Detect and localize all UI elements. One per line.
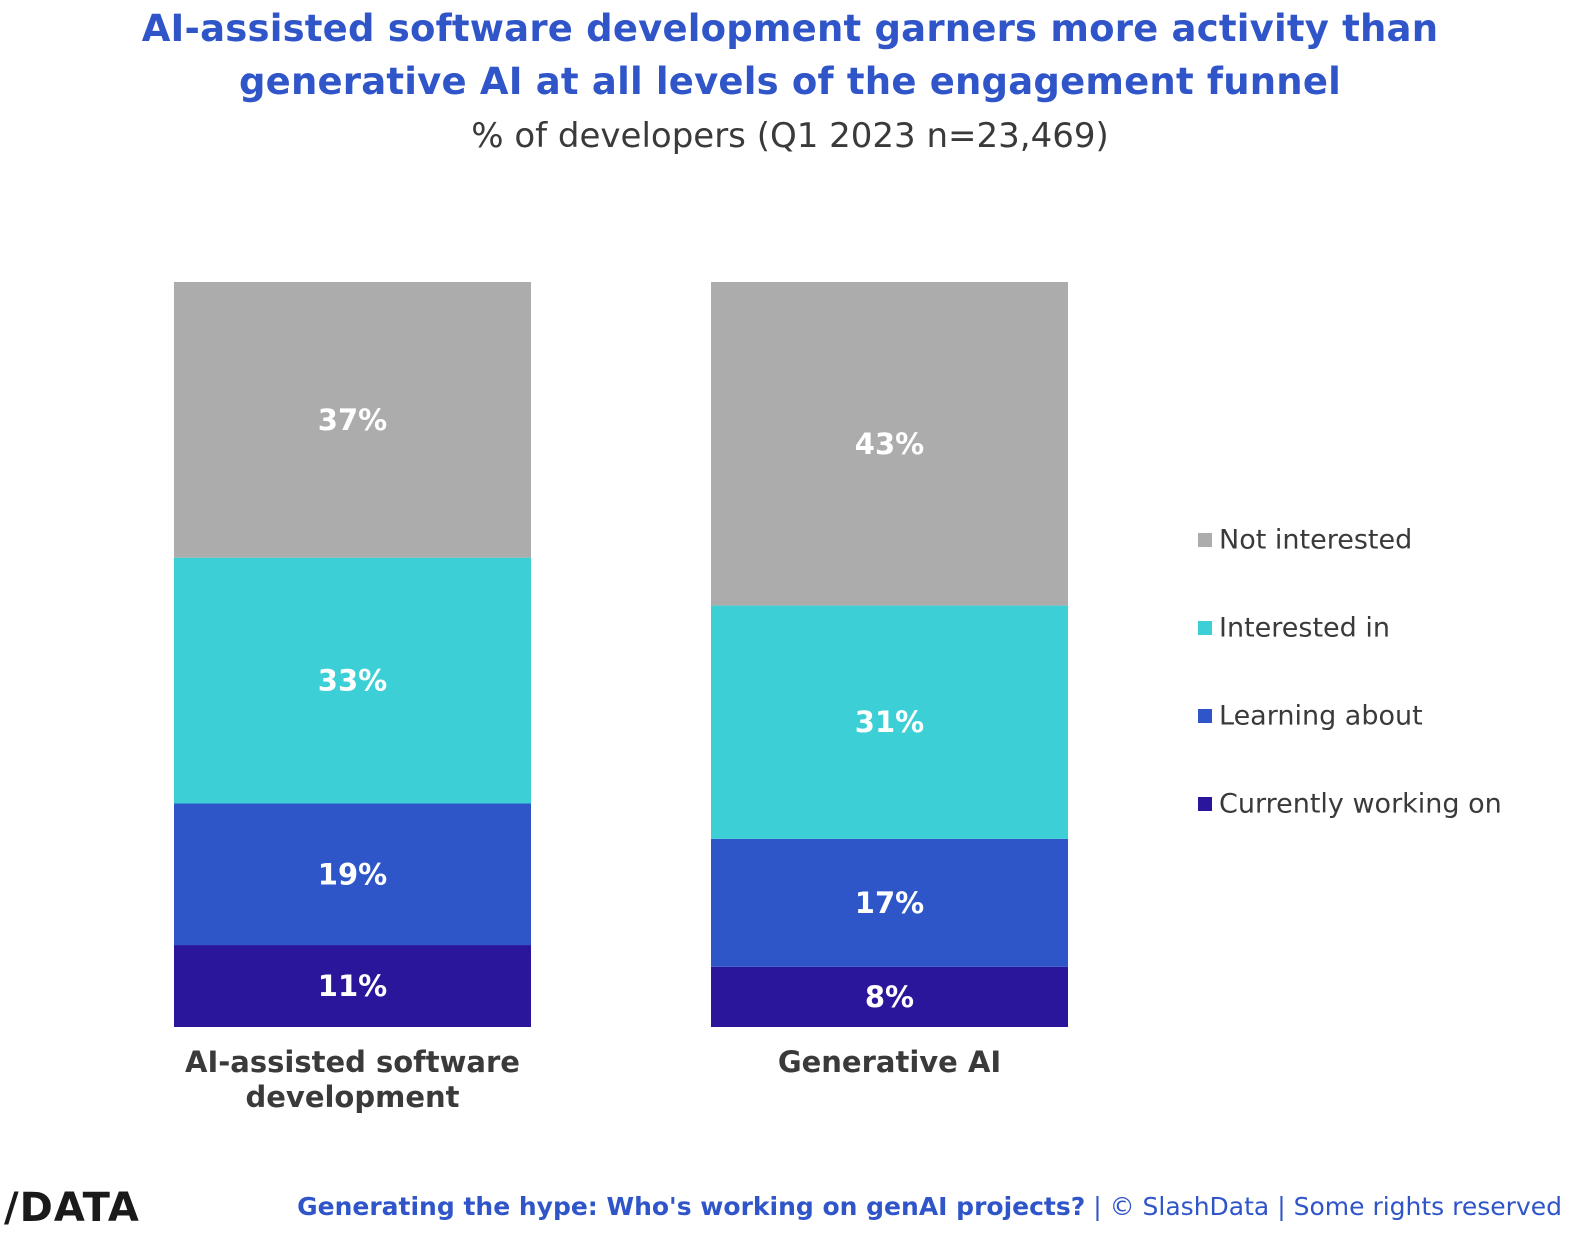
- data-label: 17%: [855, 886, 924, 920]
- legend-swatch-learning-about: [1198, 709, 1212, 723]
- data-label: 37%: [318, 403, 387, 437]
- footer-separator: |: [1093, 1192, 1102, 1221]
- legend-swatch-not-interested: [1198, 533, 1212, 547]
- category-label: Generative AI: [778, 1045, 1001, 1079]
- slashdata-logo: /DATA: [4, 1185, 140, 1231]
- chart-subtitle: % of developers (Q1 2023 n=23,469): [471, 116, 1109, 156]
- data-label: 11%: [318, 969, 387, 1003]
- data-label: 33%: [318, 664, 387, 698]
- bar-segment-learning-about: [174, 803, 531, 946]
- data-label: 8%: [865, 980, 914, 1014]
- legend-swatch-interested-in: [1198, 621, 1212, 635]
- bar-segment-not-interested: [174, 282, 531, 558]
- chart-title-line-2: generative AI at all levels of the engag…: [238, 60, 1342, 103]
- category-label: development: [245, 1080, 459, 1114]
- bar-segment-learning-about: [711, 838, 1068, 967]
- footer-caption: Generating the hype: Who's working on ge…: [297, 1190, 1562, 1224]
- data-label: 31%: [855, 705, 924, 739]
- legend-swatch-currently-working-on: [1198, 797, 1212, 811]
- legend-label-learning-about: Learning about: [1219, 701, 1423, 732]
- footer-headline: Generating the hype: Who's working on ge…: [297, 1192, 1086, 1221]
- data-label: 43%: [855, 427, 924, 461]
- legend-label-interested-in: Interested in: [1219, 613, 1390, 644]
- chart-title-line-1: AI-assisted software development garners…: [141, 7, 1439, 50]
- legend-label-currently-working-on: Currently working on: [1219, 789, 1502, 820]
- footer-rights: Some rights reserved: [1293, 1192, 1562, 1221]
- legend-label-not-interested: Not interested: [1219, 525, 1412, 556]
- bar-segment-not-interested: [711, 282, 1068, 606]
- bar-segment-interested-in: [174, 557, 531, 804]
- stacked-bar-chart: 11% 19% 33% 37% AI-assisted softwaredevelopm…: [174, 282, 1502, 1114]
- data-label: 19%: [318, 857, 387, 891]
- bar-segment-currently-working-on: [711, 966, 1068, 1027]
- bar-segment-currently-working-on: [174, 945, 531, 1027]
- bar-segment-interested-in: [711, 605, 1068, 839]
- category-label: AI-assisted software: [185, 1045, 520, 1079]
- chart-title: AI-assisted software development garners…: [0, 2, 1580, 108]
- footer-separator: |: [1277, 1192, 1286, 1221]
- footer-credit: © SlashData: [1109, 1192, 1270, 1221]
